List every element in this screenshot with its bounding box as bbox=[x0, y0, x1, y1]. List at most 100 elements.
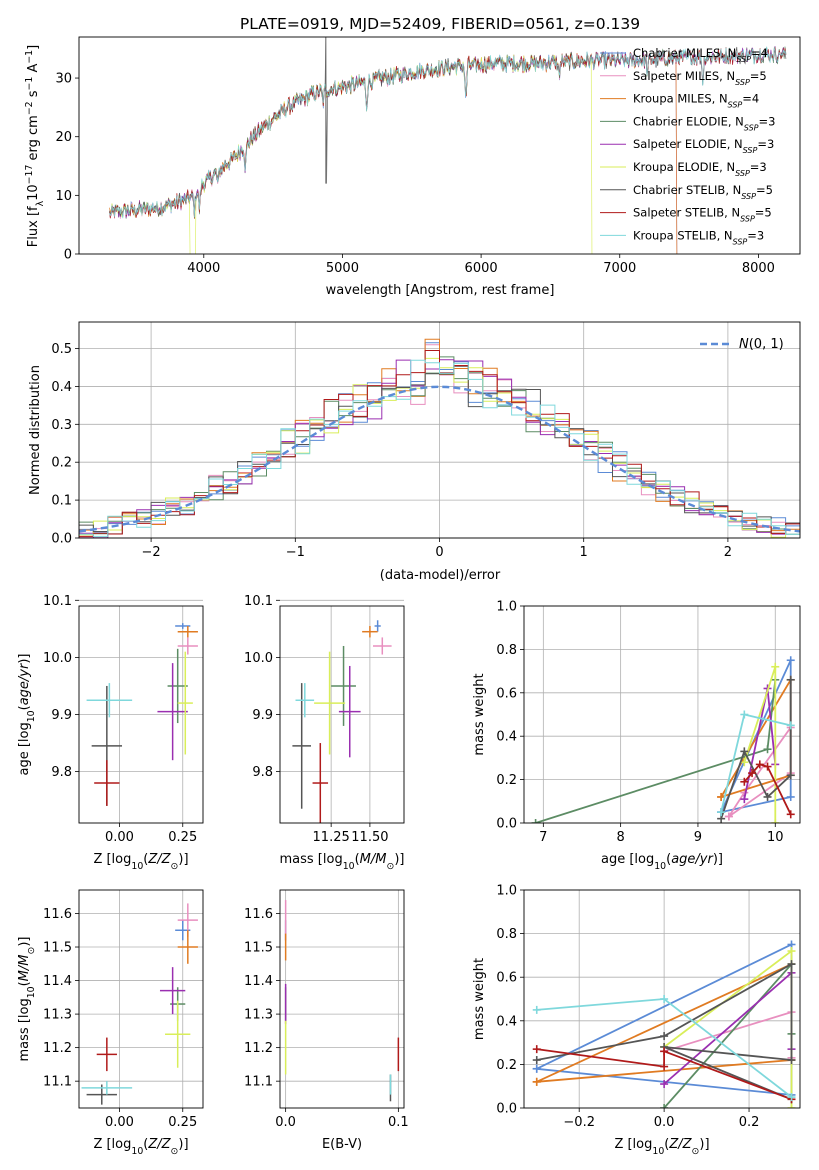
axes-frame bbox=[279, 889, 405, 1109]
series-kroupa-stelib bbox=[717, 710, 795, 817]
spectrum-legend: Chabrier MILES, NSSP=4 Salpeter MILES, NS… bbox=[600, 46, 775, 246]
legend-label-chabrier-elodie: Chabrier ELODIE, NSSP=3 bbox=[633, 114, 775, 131]
x-tick-label: −2 bbox=[142, 545, 161, 560]
y-tick-label: 11.6 bbox=[244, 907, 273, 922]
histogram-xlabel: (data-model)/error bbox=[380, 568, 501, 583]
point-salpeter-elodie bbox=[157, 663, 188, 761]
gridlines bbox=[79, 599, 203, 823]
x-tick-label: −1 bbox=[286, 545, 305, 560]
ticks: 7 8 9 10 0.0 0.2 0.4 0.6 0.8 1.0 bbox=[496, 600, 783, 846]
y-tick-label: 11.1 bbox=[244, 1075, 273, 1090]
y-tick-label: 11.5 bbox=[43, 941, 72, 956]
axes-frame bbox=[78, 321, 801, 539]
point-salpeter-miles bbox=[177, 637, 198, 655]
y-tick-label: 11.2 bbox=[244, 1041, 273, 1056]
plot-area bbox=[79, 338, 800, 538]
y-tick-label: 0.0 bbox=[496, 1102, 517, 1117]
series-salpeter-elodie bbox=[660, 968, 796, 1089]
plot-area bbox=[292, 620, 392, 823]
mass-weight-vs-Z-ylabel: mass weight bbox=[472, 958, 487, 1040]
age-vs-Z-xlabel: Z [log10(Z/Z⊙)] bbox=[93, 852, 188, 872]
series-line bbox=[743, 666, 777, 823]
x-tick-label: 7 bbox=[539, 830, 547, 845]
ticks: 0.00 0.25 9.8 9.9 10.0 10.1 bbox=[43, 594, 197, 845]
y-tick-label: 11.4 bbox=[43, 974, 72, 989]
axes-frame bbox=[523, 605, 801, 824]
series-line bbox=[536, 1048, 792, 1101]
legend-label-kroupa-stelib: Kroupa STELIB, NSSP=3 bbox=[633, 228, 764, 246]
x-tick-label: 0.00 bbox=[105, 1115, 134, 1130]
y-tick-label: 0.8 bbox=[496, 643, 517, 658]
y-tick-label: 9.9 bbox=[252, 708, 273, 723]
y-tick-label: 1.0 bbox=[496, 884, 517, 899]
y-tick-label: 0.4 bbox=[496, 730, 517, 745]
spectrum-xlabel: wavelength [Angstrom, rest frame] bbox=[326, 283, 555, 298]
y-tick-label: 10.1 bbox=[43, 594, 72, 609]
y-tick-label: 10.0 bbox=[43, 651, 72, 666]
y-tick-label: 0.0 bbox=[51, 532, 72, 547]
series-salpeter-stelib bbox=[740, 760, 795, 819]
axes-residual-histogram: −2 −1 0 1 2 0.0 0.1 0.2 0.3 0.4 0.5 bbox=[51, 321, 801, 560]
mass-vs-EBV-xlabel: E(B-V) bbox=[322, 1137, 362, 1152]
series-line bbox=[663, 961, 793, 1108]
gridlines bbox=[280, 599, 404, 823]
x-tick-label: −0.2 bbox=[563, 1115, 595, 1130]
y-tick-label: 0.0 bbox=[496, 817, 517, 832]
y-tick-label: 9.9 bbox=[51, 708, 72, 723]
mass-weight-vs-age-xlabel: age [log10(age/yr)] bbox=[601, 852, 723, 872]
gridlines bbox=[79, 890, 203, 1108]
ticks: 4000 5000 6000 7000 8000 0 10 20 30 bbox=[55, 72, 774, 276]
point-kroupa-elodie bbox=[165, 1000, 191, 1068]
point-kroupa-miles bbox=[177, 930, 198, 964]
point-chabrier-elodie bbox=[331, 645, 356, 726]
ticks: 0.00 0.25 11.1 11.2 11.3 11.4 11.5 11.6 bbox=[43, 907, 197, 1130]
x-tick-label: 2 bbox=[724, 545, 732, 560]
y-tick-label: 11.3 bbox=[43, 1008, 72, 1023]
axes-frame bbox=[78, 605, 204, 824]
point-chabrier-stelib bbox=[292, 683, 311, 809]
y-tick-label: 9.8 bbox=[51, 765, 72, 780]
spectrum-line-kroupa-stelib bbox=[109, 46, 787, 219]
point-salpeter-elodie bbox=[159, 967, 186, 1015]
y-tick-label: 11.5 bbox=[244, 941, 273, 956]
ticks: 0.0 0.1 11.1 11.2 11.3 11.4 11.5 11.6 bbox=[244, 907, 409, 1130]
point-chabrier-elodie bbox=[167, 648, 188, 724]
x-tick-label: 0.2 bbox=[739, 1115, 760, 1130]
x-tick-label: 0 bbox=[435, 545, 443, 560]
y-tick-label: 10.0 bbox=[244, 651, 273, 666]
mass-vs-Z-ylabel: mass [log10(M/M⊙)] bbox=[17, 937, 37, 1062]
histogram-legend: N(0, 1) bbox=[700, 337, 784, 352]
y-tick-label: 0.3 bbox=[51, 418, 72, 433]
mass-vs-Z-xlabel: Z [log10(Z/Z⊙)] bbox=[93, 1137, 188, 1157]
age-vs-Z-ylabel: age [log10(age/yr)] bbox=[17, 653, 37, 775]
y-tick-label: 11.3 bbox=[244, 1008, 273, 1023]
x-tick-label: 11.25 bbox=[313, 830, 350, 845]
x-tick-label: 8000 bbox=[742, 261, 775, 276]
legend-label-normal: N(0, 1) bbox=[739, 337, 784, 352]
x-tick-label: 6000 bbox=[465, 261, 498, 276]
gridlines bbox=[524, 605, 800, 824]
point-kroupa-miles bbox=[177, 625, 198, 638]
x-tick-label: 7000 bbox=[603, 261, 636, 276]
series-salpeter-stelib bbox=[532, 1045, 796, 1104]
point-salpeter-stelib bbox=[96, 1037, 117, 1072]
point-kroupa-stelib bbox=[86, 683, 133, 718]
point-salpeter-miles bbox=[373, 637, 392, 655]
y-tick-label: 9.8 bbox=[252, 765, 273, 780]
y-tick-label: 10 bbox=[55, 189, 72, 204]
x-tick-label: 0.25 bbox=[168, 830, 197, 845]
y-tick-label: 0.2 bbox=[496, 1058, 517, 1073]
ticks: −2 −1 0 1 2 0.0 0.1 0.2 0.3 0.4 0.5 bbox=[51, 342, 732, 560]
x-tick-label: 0.0 bbox=[275, 1115, 296, 1130]
y-tick-label: 11.4 bbox=[244, 974, 273, 989]
axes-frame bbox=[78, 36, 801, 255]
plot-area bbox=[284, 900, 400, 1102]
x-tick-label: 4000 bbox=[187, 261, 220, 276]
y-tick-label: 0.8 bbox=[496, 927, 517, 942]
gridlines bbox=[280, 890, 404, 1108]
series-line bbox=[663, 970, 793, 1085]
x-tick-label: 1 bbox=[580, 545, 588, 560]
plot-area bbox=[86, 623, 198, 806]
point-kroupa-stelib bbox=[295, 683, 315, 718]
y-tick-label: 1.0 bbox=[496, 600, 517, 615]
